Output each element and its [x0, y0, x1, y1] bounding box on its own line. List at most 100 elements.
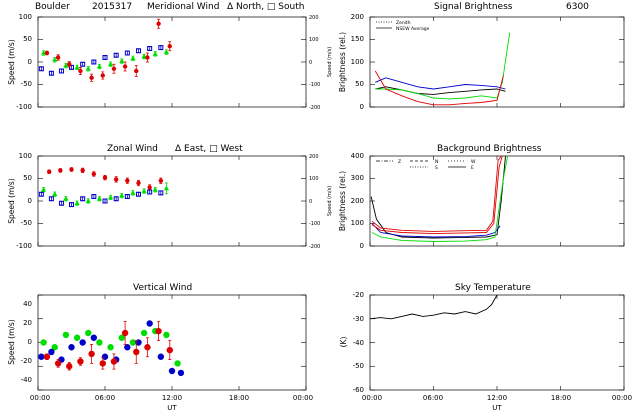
signal-yticks: 200 150 100 50 0	[351, 13, 364, 111]
y-tick-label: -40	[353, 339, 364, 347]
data-point	[58, 68, 64, 74]
legend-label-z: Z	[398, 159, 401, 165]
x-tick-label: 00:00	[293, 394, 313, 402]
zonal-yticks-right: 200 100 0 -100 -200	[309, 154, 320, 250]
data-point	[44, 50, 50, 56]
y-right-tick-label: 100	[309, 176, 319, 182]
data-point	[111, 66, 117, 71]
data-point	[78, 68, 83, 74]
y-tick-label: -20	[21, 357, 32, 365]
data-point	[144, 344, 151, 351]
data-point	[125, 178, 130, 183]
data-point	[107, 194, 114, 200]
meridional-title: Meridional Wind	[147, 2, 219, 12]
y-tick-label: 100	[351, 58, 364, 66]
y-right-tick-label: 0	[309, 60, 312, 66]
data-point	[79, 339, 86, 346]
vertical-panel: Vertical Wind 40 20 0 -20 -40 Speed (m/s…	[7, 283, 313, 412]
series-line	[371, 155, 502, 232]
data-point	[146, 320, 153, 327]
site-label: Boulder	[35, 2, 70, 12]
zonal-yticks: 100 50 0 -50 -100	[16, 152, 32, 250]
y-tick-label: 40	[23, 300, 32, 308]
y-right-tick-label: 0	[309, 199, 312, 205]
zonal-ylabel: Speed (m/s)	[7, 178, 16, 224]
background-ylabel: Brightness (rel.)	[338, 171, 347, 231]
y-right-tick-label: 200	[309, 15, 319, 21]
series-line	[371, 155, 509, 242]
x-tick-label: 12:00	[487, 394, 507, 402]
y-right-tick-label: -200	[309, 244, 320, 250]
data-point	[113, 196, 119, 202]
data-point	[48, 196, 54, 202]
y-tick-label: -20	[353, 291, 364, 299]
data-point	[69, 64, 74, 70]
data-point	[152, 186, 158, 192]
skytemp-yticks: -20 -30 -40 -50 -60	[353, 291, 364, 394]
data-point	[85, 329, 92, 337]
x-tick-label: 06:00	[95, 394, 115, 402]
data-point	[155, 327, 162, 335]
data-point	[52, 191, 58, 197]
data-point	[121, 329, 129, 337]
y-right-tick-label: 100	[309, 37, 319, 43]
background-panel: Background Brightness 400 300 200 100 0 …	[338, 144, 625, 250]
data-point	[40, 186, 47, 192]
data-point	[163, 331, 170, 339]
zonal-ylabel-right: Speed (m/s)	[327, 186, 333, 216]
legend-label-w: W	[471, 159, 476, 165]
vertical-marks	[37, 294, 307, 391]
data-point	[99, 360, 106, 367]
data-point	[130, 190, 136, 195]
y-tick-label: -30	[353, 315, 364, 323]
y-tick-label: 100	[351, 219, 364, 227]
data-point	[167, 44, 172, 49]
data-point	[68, 344, 75, 351]
legend-label-zenith: Zenith	[396, 20, 411, 26]
meridional-ylabel: Speed (m/s)	[7, 39, 16, 85]
meridional-marks	[37, 16, 307, 108]
data-point	[140, 329, 148, 337]
skytemp-plot-frame	[369, 294, 625, 391]
date-label: 2015317	[92, 2, 132, 12]
series-line	[370, 155, 506, 239]
data-point	[124, 50, 130, 56]
data-point	[96, 339, 103, 346]
signal-title: Signal Brightness	[434, 2, 513, 12]
data-point	[85, 65, 91, 71]
x-tick-label: 00:00	[612, 394, 632, 402]
data-point	[38, 191, 44, 197]
zonal-title-suffix: Δ East, □ West	[175, 144, 243, 154]
zonal-panel: Zonal Wind Δ East, □ West 100 50 0 -50 -…	[7, 144, 333, 250]
background-yticks: 400 300 200 100 0	[351, 152, 364, 250]
meridional-yticks-right: 200 100 0 -100 -200	[309, 15, 320, 111]
data-point	[43, 353, 51, 360]
data-point	[174, 360, 181, 367]
y-right-tick-label: -200	[309, 105, 320, 111]
data-point	[91, 59, 97, 65]
data-point	[158, 190, 164, 196]
legend-label-nsew: NSEW Average	[396, 26, 430, 32]
data-point	[130, 55, 136, 61]
data-point	[113, 52, 119, 58]
data-point	[147, 185, 152, 190]
data-point	[63, 195, 69, 201]
data-point	[46, 169, 52, 174]
data-point	[80, 168, 85, 173]
data-point	[58, 168, 63, 173]
data-point	[147, 46, 153, 51]
background-legend: Z N S W E	[376, 159, 476, 171]
data-point	[136, 180, 141, 186]
data-point	[69, 202, 74, 208]
data-point	[48, 348, 55, 356]
x-tick-label: 00:00	[30, 394, 50, 402]
data-point	[141, 188, 147, 193]
data-point	[62, 331, 70, 339]
data-point	[91, 194, 97, 199]
data-point	[80, 196, 86, 202]
y-tick-label: 100	[19, 152, 32, 160]
data-point	[166, 346, 173, 354]
background-marks	[369, 155, 625, 247]
y-tick-label: 50	[23, 35, 32, 43]
vertical-title: Vertical Wind	[133, 283, 192, 293]
